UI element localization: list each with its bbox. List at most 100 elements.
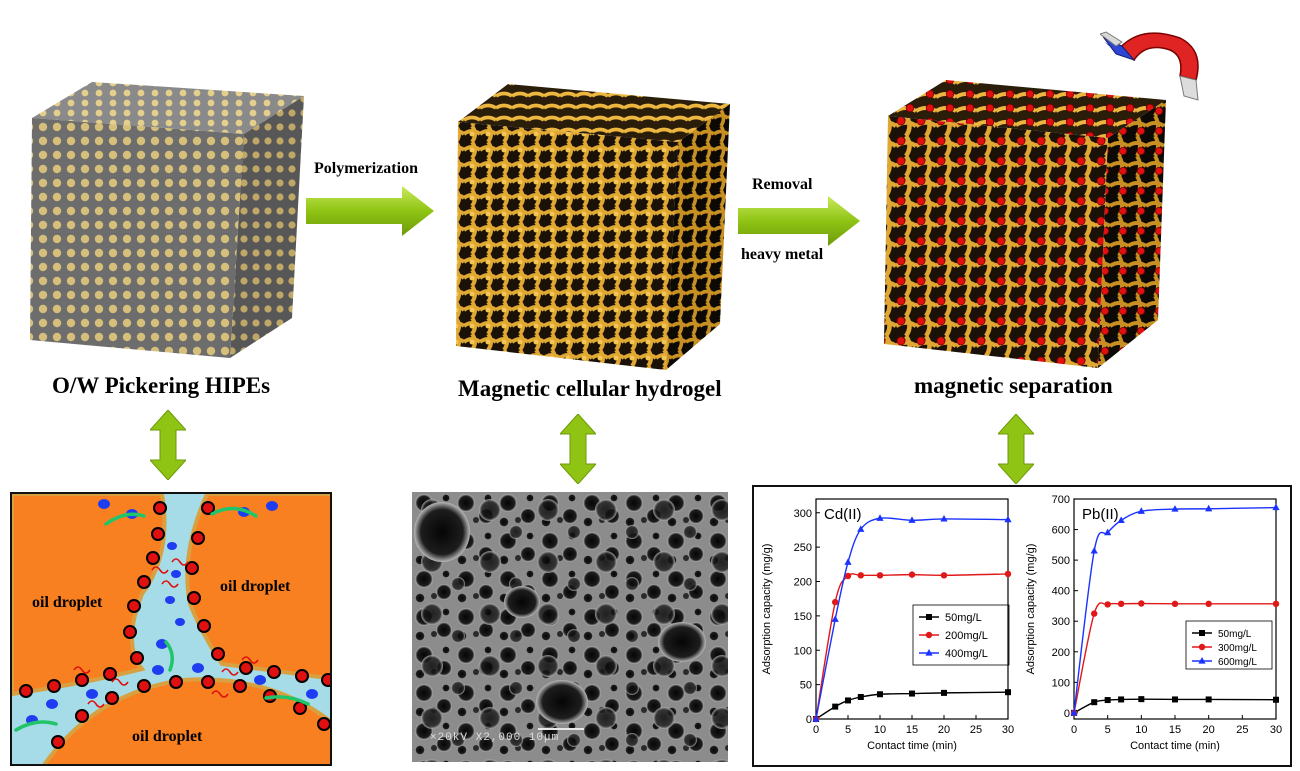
data-point xyxy=(1070,708,1078,716)
y-tick-label: 100 xyxy=(794,645,812,657)
x-tick-label: 5 xyxy=(1105,724,1111,736)
data-point xyxy=(1272,503,1280,511)
data-point xyxy=(876,572,884,579)
legend-box xyxy=(912,604,1010,666)
y-tick-label: 200 xyxy=(794,577,812,589)
series-line xyxy=(1073,506,1277,713)
data-point xyxy=(1104,697,1111,704)
x-tick-label: 25 xyxy=(970,724,982,736)
removal-label: Removal xyxy=(752,176,813,193)
x-tick-label: 15 xyxy=(1169,724,1181,736)
link-arrow-icon-middle xyxy=(560,414,596,484)
plot-frame xyxy=(815,498,1009,720)
data-point xyxy=(1117,516,1125,523)
link-arrow-icon-right xyxy=(998,414,1034,484)
series-line xyxy=(815,573,1009,720)
pb-adsorption-chart: 0 100 200 300 400 500 600 700 0 5 10 15 20 25 30 Contac… xyxy=(1025,494,1282,752)
data-point xyxy=(1138,696,1145,703)
y-tick-label: 50 xyxy=(800,680,812,692)
x-tick-label: 25 xyxy=(1236,724,1248,736)
sem-texture xyxy=(412,492,728,762)
cd-adsorption-chart: 0 50 100 150 200 250 300 0 5 10 15 20 25 30 Contact ti… xyxy=(761,498,1014,752)
sem-info-bar: ×20kV X2,000 10μm xyxy=(430,732,560,744)
legend-label: 50mg/L xyxy=(1218,629,1252,640)
emulsion-schematic-drawing xyxy=(12,494,330,764)
legend-label: 300mg/L xyxy=(1218,643,1257,654)
data-point xyxy=(1273,696,1279,703)
legend-label: 600mg/L xyxy=(1218,657,1257,668)
data-point xyxy=(1172,696,1178,703)
x-axis-label: Contact time (min) xyxy=(867,740,957,752)
y-tick-label: 150 xyxy=(794,611,812,623)
data-point xyxy=(844,572,852,580)
data-point xyxy=(909,690,915,697)
data-point xyxy=(1138,600,1145,607)
horseshoe-magnet-icon xyxy=(1100,31,1199,101)
data-point xyxy=(831,615,839,622)
polymerization-label: Polymerization xyxy=(314,160,418,177)
heavy-metal-label: heavy metal xyxy=(741,246,824,263)
y-tick-label: 600 xyxy=(1052,525,1070,537)
y-axis-label: Adsorption capacity (mg/g) xyxy=(761,544,773,675)
x-tick-label: 10 xyxy=(1135,724,1147,736)
data-point xyxy=(908,571,916,578)
x-tick-label: 15 xyxy=(906,724,918,736)
x-axis-label: Contact time (min) xyxy=(1130,740,1220,752)
data-point xyxy=(832,598,839,606)
y-tick-label: 250 xyxy=(794,542,812,554)
data-point xyxy=(925,649,933,656)
data-point xyxy=(845,697,851,704)
data-point xyxy=(1091,610,1098,617)
data-point xyxy=(1198,643,1206,651)
x-tick-label: 30 xyxy=(1002,724,1014,736)
step3-caption: magnetic separation xyxy=(914,373,1113,398)
data-point xyxy=(908,516,916,523)
adsorption-charts-panel: 0 50 100 150 200 250 300 0 5 10 15 20 25 30 Contact ti… xyxy=(752,485,1292,767)
legend-label: 400mg/L xyxy=(945,648,988,660)
x-tick-label: 5 xyxy=(845,724,851,736)
data-point xyxy=(1205,696,1212,703)
data-point xyxy=(1205,600,1212,608)
chart-title: Cd(II) xyxy=(824,506,862,523)
x-tick-label: 20 xyxy=(1203,724,1215,736)
legend-label: 50mg/L xyxy=(945,612,982,624)
data-point xyxy=(1104,528,1112,536)
y-tick-label: 300 xyxy=(1052,616,1070,628)
oil-droplet-label-bottom: oil droplet xyxy=(132,728,203,745)
data-point xyxy=(857,572,864,579)
data-point xyxy=(1090,546,1098,554)
data-point xyxy=(857,694,864,700)
data-point xyxy=(1171,600,1179,608)
data-point xyxy=(1104,601,1111,608)
data-point xyxy=(941,689,947,696)
chart-title: Pb(II) xyxy=(1082,506,1119,523)
data-point xyxy=(876,514,884,521)
y-axis-label: Adsorption capacity (mg/g) xyxy=(1025,544,1037,675)
data-point xyxy=(940,514,948,522)
sem-micrograph: ×20kV X2,000 10μm xyxy=(412,492,728,762)
data-point xyxy=(1118,696,1125,703)
x-tick-label: 30 xyxy=(1270,724,1282,736)
data-point xyxy=(877,691,883,698)
data-point xyxy=(1199,630,1205,636)
emulsion-schematic-panel: oil droplet oil droplet oil droplet xyxy=(10,492,332,766)
data-point xyxy=(812,715,820,722)
pickering-hipe-cube xyxy=(30,82,304,358)
data-point xyxy=(940,572,948,579)
data-point xyxy=(844,558,852,565)
data-point xyxy=(926,614,932,620)
legend-box xyxy=(1185,620,1273,670)
data-point xyxy=(857,525,865,532)
data-point xyxy=(1198,657,1206,664)
y-tick-label: 100 xyxy=(1052,677,1070,689)
polymerization-arrow-icon xyxy=(306,186,434,236)
data-point xyxy=(1272,600,1280,608)
x-tick-label: 20 xyxy=(938,724,950,736)
x-tick-label: 10 xyxy=(874,724,886,736)
data-point xyxy=(1205,504,1213,512)
data-point xyxy=(1171,505,1179,512)
y-tick-label: 200 xyxy=(1052,647,1070,659)
step1-caption: O/W Pickering HIPEs xyxy=(52,373,271,398)
data-point xyxy=(1004,570,1012,578)
legend-label: 200mg/L xyxy=(945,630,988,642)
